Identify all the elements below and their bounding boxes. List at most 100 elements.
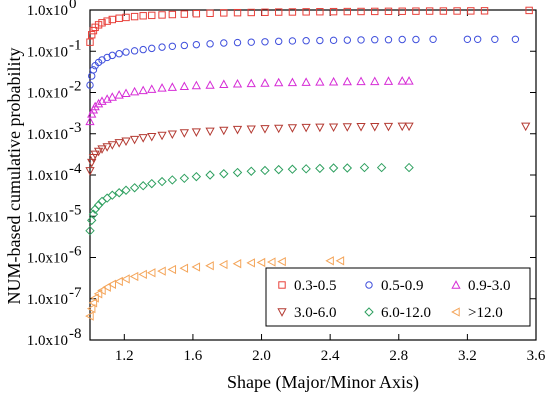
data-point xyxy=(97,145,107,154)
data-point xyxy=(87,109,97,118)
data-point xyxy=(147,178,157,189)
data-point xyxy=(103,53,111,62)
legend-label: 6.0-12.0 xyxy=(381,305,431,321)
data-point xyxy=(287,164,298,174)
data-point xyxy=(425,7,434,15)
data-point xyxy=(148,11,156,20)
data-point xyxy=(115,14,123,22)
data-point xyxy=(107,141,117,150)
data-point xyxy=(121,137,131,147)
data-point xyxy=(247,8,255,17)
data-point xyxy=(274,77,284,87)
legend-label: 3.0-6.0 xyxy=(294,305,337,321)
data-point xyxy=(463,35,472,43)
y-tick-label: 1.0x10 xyxy=(27,209,68,225)
data-point xyxy=(146,268,156,278)
data-point xyxy=(219,79,229,88)
data-point xyxy=(114,90,124,99)
data-point xyxy=(266,257,276,267)
data-point xyxy=(129,86,140,96)
series-0 xyxy=(86,6,533,46)
data-point xyxy=(325,256,334,266)
data-point xyxy=(473,35,482,43)
y-tick-exponent: -7 xyxy=(69,285,82,301)
data-point xyxy=(260,125,270,134)
data-point xyxy=(398,35,406,44)
data-point xyxy=(356,123,366,132)
data-point xyxy=(192,10,201,18)
data-point xyxy=(315,163,325,174)
data-point xyxy=(287,124,298,133)
data-point xyxy=(357,7,365,16)
data-point xyxy=(129,183,140,193)
data-point xyxy=(288,8,297,16)
data-point xyxy=(192,40,201,49)
y-tick-exponent: -2 xyxy=(69,79,82,95)
data-point xyxy=(246,78,256,88)
data-point xyxy=(397,122,407,132)
y-axis-title: NUM-based cumulative probability xyxy=(4,48,24,305)
data-point xyxy=(93,147,104,157)
data-point xyxy=(157,83,167,92)
data-point xyxy=(273,164,284,175)
data-point xyxy=(328,163,339,173)
data-point xyxy=(158,43,166,51)
data-point xyxy=(121,274,130,284)
y-tick-exponent: -6 xyxy=(69,244,82,260)
data-point xyxy=(404,76,414,85)
data-point xyxy=(370,76,380,86)
data-point xyxy=(316,8,324,16)
data-point xyxy=(328,123,339,132)
data-point xyxy=(398,7,406,15)
legend: 0.3-0.5 0.5-0.9 0.9-3.0 3.0-6.0 6.0-12.0 >12.… xyxy=(265,267,531,327)
data-point xyxy=(205,127,215,137)
data-point xyxy=(232,167,243,178)
data-point xyxy=(206,40,214,48)
data-point xyxy=(260,78,270,87)
data-point xyxy=(453,7,461,15)
data-point xyxy=(302,37,310,45)
data-point xyxy=(139,12,147,20)
data-point xyxy=(130,47,139,55)
data-point xyxy=(107,279,116,289)
data-point xyxy=(191,262,201,272)
data-point xyxy=(115,50,123,58)
data-point xyxy=(342,123,352,132)
data-point xyxy=(383,122,394,132)
y-tick-label: 1.0x10 xyxy=(27,168,68,184)
data-point xyxy=(412,7,420,15)
data-point xyxy=(122,13,130,22)
data-point xyxy=(85,116,95,126)
data-series xyxy=(85,6,533,321)
data-point xyxy=(85,225,95,236)
legend-box xyxy=(265,267,531,327)
y-tick-exponent: -3 xyxy=(69,120,82,136)
data-point xyxy=(107,92,117,101)
data-point xyxy=(219,126,229,136)
data-point xyxy=(371,36,379,44)
legend-marker xyxy=(451,280,461,289)
y-tick-label: 1.0x10 xyxy=(27,333,68,349)
data-point xyxy=(261,38,269,46)
data-point xyxy=(90,293,99,303)
data-point xyxy=(302,8,310,16)
data-point xyxy=(256,257,266,268)
data-point xyxy=(274,8,283,16)
data-point xyxy=(114,276,123,287)
data-point xyxy=(376,162,387,173)
data-point xyxy=(93,98,104,108)
data-point xyxy=(167,264,177,275)
data-point xyxy=(107,190,118,200)
data-point xyxy=(233,8,242,17)
data-point xyxy=(85,311,94,321)
data-point xyxy=(357,36,365,44)
data-point xyxy=(179,173,190,184)
data-point xyxy=(138,85,148,95)
data-point xyxy=(205,80,215,89)
data-point xyxy=(383,76,394,85)
data-point xyxy=(129,135,140,145)
data-point xyxy=(220,9,228,17)
data-point xyxy=(511,35,520,43)
legend-label: 0.9-3.0 xyxy=(468,278,511,294)
